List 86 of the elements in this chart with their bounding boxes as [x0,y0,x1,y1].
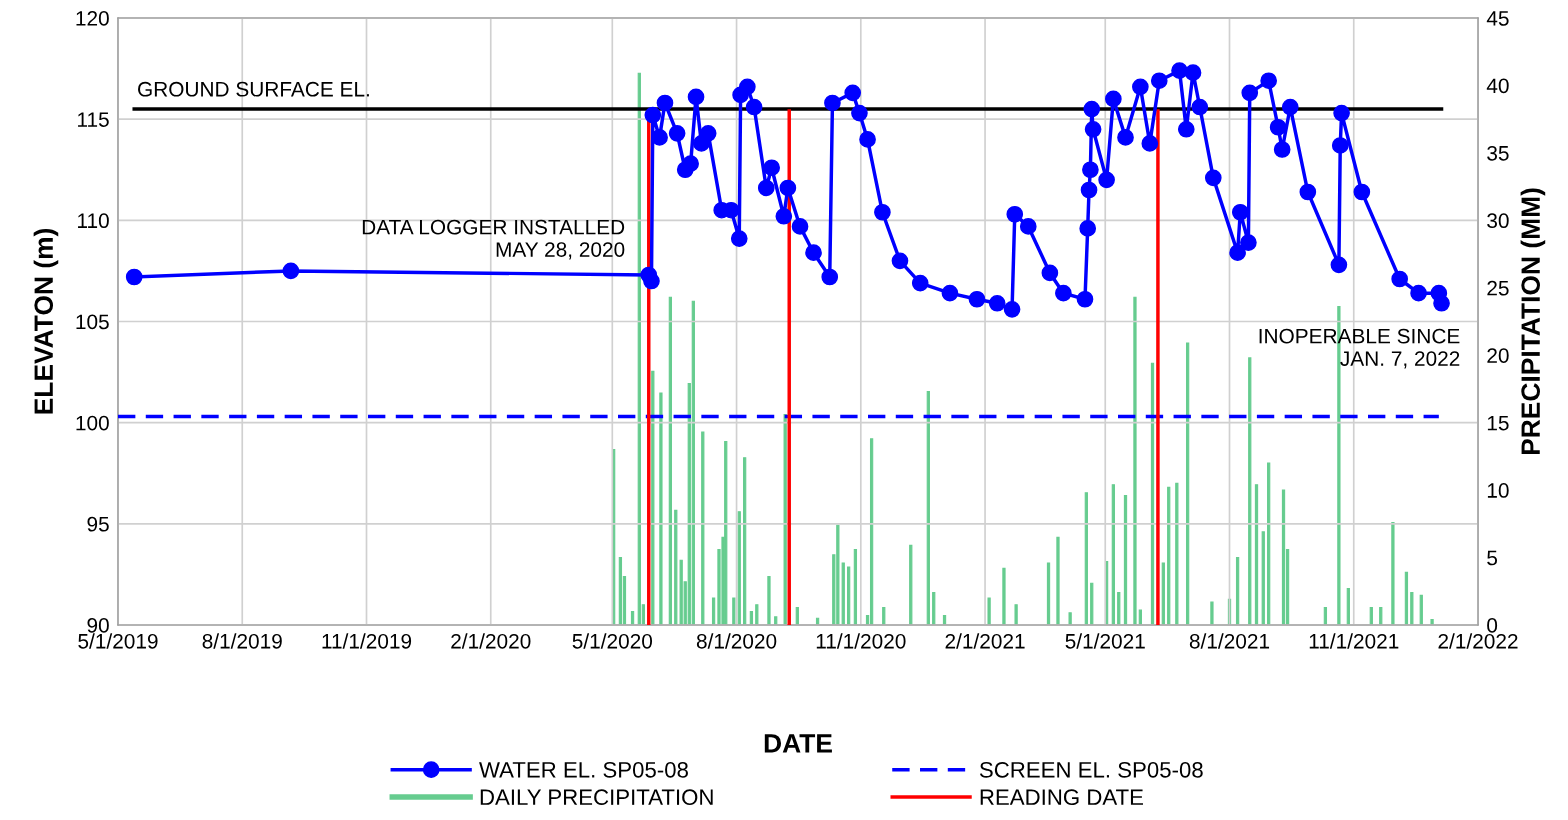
x-tick-label: 5/1/2021 [1065,633,1145,649]
bar [737,511,741,625]
bar [651,370,655,625]
annotation: DATA LOGGER INSTALLED MAY 28, 2020 [362,219,625,260]
y-axis-title: ELEVATON (m) [33,228,59,414]
bar [987,597,991,625]
bar [1281,489,1286,625]
y-tick-label: 120 [76,11,109,26]
bar [1235,557,1240,625]
bar [1133,296,1137,625]
y2-tick-label: 25 [1487,280,1509,296]
bar [869,438,874,625]
legend-label: DAILY PRECIPITATION [480,789,713,806]
y2-tick-label: 35 [1487,145,1509,161]
y-tick-label: 95 [87,516,109,532]
x-tick-label: 2/1/2020 [451,633,531,649]
y2-axis-title: PRECIPITATION (MM) [1520,188,1546,455]
bar [1210,601,1214,625]
bar [1248,357,1252,625]
bar [1430,619,1434,625]
x-tick-label: 2/1/2022 [1438,633,1518,649]
y2-tick-label: 0 [1487,618,1498,633]
bar [755,604,759,625]
y2-tick-label: 5 [1487,550,1498,566]
bar [1175,482,1179,625]
legend-label: READING DATE [980,789,1143,806]
x-tick-label: 5/1/2019 [78,633,158,649]
x-tick-label: 11/1/2021 [1309,633,1399,649]
bar [711,597,716,625]
bar [847,566,851,625]
y-tick-label: 100 [76,415,109,431]
bar [909,544,913,625]
annotation: GROUND SURFACE EL. [138,81,369,97]
bar [1090,582,1094,625]
bar [1084,492,1088,625]
x-tick-label: 5/1/2020 [572,633,653,649]
bar [1391,521,1395,625]
bar [1111,484,1115,625]
bar [783,414,787,625]
y2-tick-label: 10 [1487,483,1509,498]
bar [836,524,840,625]
bar [1410,592,1414,625]
bar [1267,462,1271,625]
bar [1161,562,1165,625]
x-tick-label: 11/1/2020 [816,633,906,649]
bar [1002,567,1006,625]
y2-tick-label: 45 [1486,11,1509,26]
legend-label: SCREEN EL. SP05-08 [979,761,1203,778]
x-tick-label: 8/1/2021 [1189,633,1270,649]
bar [732,597,736,625]
bar [841,562,845,625]
y2-tick-label: 30 [1487,213,1509,229]
x-tick-label: 11/1/2019 [322,633,412,649]
bar [701,431,705,625]
y-tick-label: 90 [87,618,109,633]
y2-tick-label: 40 [1486,78,1509,94]
y-tick-label: 105 [76,314,109,330]
bar [932,592,936,625]
bar [668,296,673,625]
y-tick-label: 115 [78,112,109,127]
bar [1046,562,1051,625]
bar [743,457,747,625]
bar [659,392,663,625]
x-tick-label: 8/1/2020 [696,633,777,649]
bar [1014,604,1018,625]
bar [853,548,858,625]
bar [1261,531,1265,625]
bar [1056,536,1060,625]
y-tick-label: 110 [78,213,109,229]
bar [1346,588,1350,625]
bar [618,557,623,625]
x-tick-label: 2/1/2021 [945,633,1025,649]
bar [1068,612,1072,625]
legend-label: WATER EL. SP05-08 [479,761,688,778]
y2-tick-label: 20 [1487,348,1509,363]
bar [1167,486,1171,625]
x-axis-title: DATE [764,734,832,753]
bar [1123,494,1128,625]
y2-tick-label: 15 [1487,415,1509,431]
bar [724,440,728,625]
bar [1254,484,1259,625]
bar [691,300,695,625]
x-tick-label: 8/1/2019 [202,633,282,649]
bar [1404,571,1409,625]
bar [1117,592,1121,625]
bar [767,575,771,625]
